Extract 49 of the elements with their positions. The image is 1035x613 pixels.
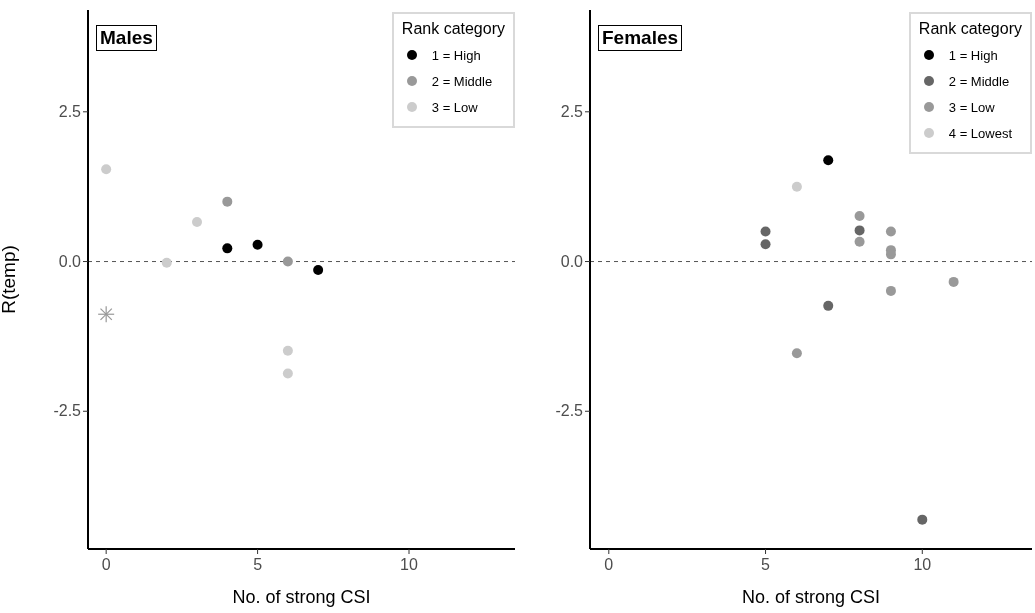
point	[885, 285, 896, 296]
legend-title: Rank category	[918, 20, 1022, 38]
y-tick-label: -2.5	[53, 402, 82, 420]
legend-label: 2 = Middle	[948, 73, 1010, 89]
point	[282, 256, 293, 267]
y-tick-label: 2.5	[560, 102, 584, 120]
point	[823, 155, 834, 166]
legend-label: 3 = Low	[431, 99, 478, 115]
legend-label: 2 = Middle	[431, 73, 493, 89]
point	[854, 225, 865, 236]
point	[161, 257, 172, 268]
y-axis-title: R(temp)	[0, 245, 19, 314]
legend-label: 3 = Low	[948, 99, 995, 115]
point	[192, 217, 203, 228]
point	[791, 181, 802, 192]
legend-label: 4 = Lowest	[948, 125, 1013, 141]
point	[948, 276, 959, 287]
text: Males	[96, 25, 157, 51]
y-tick-label: 0.0	[560, 252, 584, 270]
x-tick-label: 0	[604, 556, 614, 573]
point	[222, 196, 233, 207]
point	[885, 226, 896, 237]
point	[854, 211, 865, 222]
legend-label: 1 = High	[431, 47, 481, 63]
point	[917, 514, 928, 525]
legend-label: 1 = High	[948, 47, 998, 63]
x-axis-title: No. of strong CSI	[741, 587, 881, 607]
point	[252, 239, 263, 250]
x-axis-title: No. of strong CSI	[232, 587, 371, 607]
point	[282, 368, 293, 379]
y-tick-label: 0.0	[58, 252, 82, 270]
x-tick-label: 10	[400, 556, 419, 573]
point	[791, 348, 802, 359]
point	[222, 243, 233, 254]
y-tick-label: -2.5	[555, 402, 584, 420]
text: Females	[598, 25, 683, 51]
point	[854, 236, 865, 247]
point	[101, 164, 112, 175]
legend-title: Rank category	[401, 20, 505, 38]
point	[282, 345, 293, 356]
point	[760, 226, 771, 237]
x-tick-label: 0	[101, 556, 111, 573]
x-tick-label: 10	[913, 556, 932, 573]
x-tick-label: 5	[253, 556, 263, 573]
x-tick-label: 5	[761, 556, 771, 573]
y-tick-label: 2.5	[58, 102, 82, 120]
point	[760, 239, 771, 250]
point	[823, 300, 834, 311]
point	[313, 264, 324, 275]
